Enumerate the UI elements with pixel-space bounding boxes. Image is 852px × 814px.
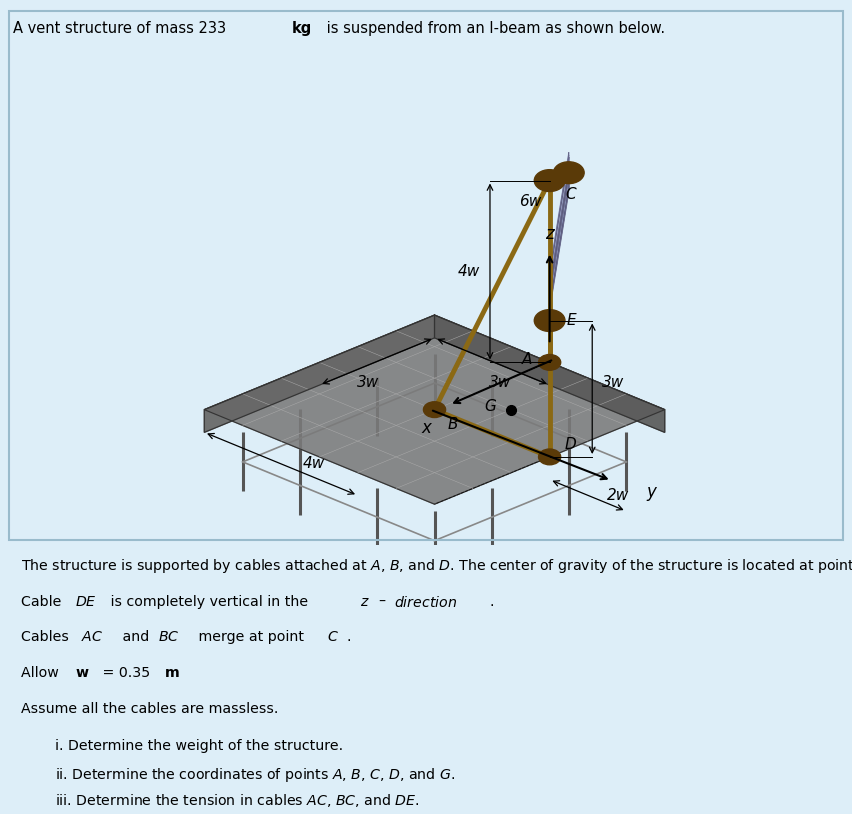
Text: merge at point: merge at point <box>194 631 308 645</box>
Text: Assume all the cables are massless.: Assume all the cables are massless. <box>21 702 279 716</box>
Polygon shape <box>204 315 435 432</box>
Text: Cables: Cables <box>21 631 73 645</box>
Text: .: . <box>489 594 493 609</box>
Text: z: z <box>545 225 554 243</box>
Text: i. Determine the weight of the structure.: i. Determine the weight of the structure… <box>55 739 343 754</box>
Circle shape <box>538 449 561 465</box>
Text: x: x <box>422 419 432 437</box>
Text: Cable: Cable <box>21 594 66 609</box>
Text: B: B <box>447 417 458 432</box>
Text: –: – <box>378 594 385 609</box>
Polygon shape <box>550 174 569 306</box>
Text: $\mathbf{m}$: $\mathbf{m}$ <box>164 666 180 681</box>
Circle shape <box>538 355 561 370</box>
Text: iii. Determine the tension in cables $\mathit{AC}$, $\mathit{BC}$, and $\mathit{: iii. Determine the tension in cables $\m… <box>55 792 420 809</box>
Text: G: G <box>484 399 496 414</box>
Text: and: and <box>118 631 153 645</box>
Text: 3w: 3w <box>357 374 380 390</box>
Text: The structure is supported by cables attached at $A$, $B$, and $D$. The center o: The structure is supported by cables att… <box>21 558 852 575</box>
Text: .: . <box>347 631 351 645</box>
Polygon shape <box>550 152 569 295</box>
Text: A vent structure of mass 233: A vent structure of mass 233 <box>13 21 231 36</box>
Text: $\mathit{DE}$: $\mathit{DE}$ <box>75 594 97 609</box>
Text: D: D <box>565 437 577 452</box>
Text: 3w: 3w <box>489 374 512 390</box>
Text: y: y <box>647 483 657 501</box>
Text: E: E <box>567 313 576 328</box>
Text: 2w: 2w <box>607 488 629 503</box>
Text: C: C <box>565 186 576 202</box>
Text: $\mathit{direction}$: $\mathit{direction}$ <box>394 594 457 610</box>
Text: 3w: 3w <box>602 375 625 390</box>
Circle shape <box>554 162 584 184</box>
Text: = 0.35: = 0.35 <box>98 666 155 681</box>
Text: $\mathbf{w}$: $\mathbf{w}$ <box>75 666 89 681</box>
Text: $z$: $z$ <box>360 594 369 609</box>
Text: $\mathit{AC}$: $\mathit{AC}$ <box>81 631 103 645</box>
Text: Allow: Allow <box>21 666 64 681</box>
Text: A: A <box>522 352 532 367</box>
Text: ii. Determine the coordinates of points $A$, $B$, $C$, $D$, and $G$.: ii. Determine the coordinates of points … <box>55 766 456 784</box>
Bar <box>9 11 843 540</box>
Text: $C$: $C$ <box>327 631 339 645</box>
Circle shape <box>534 169 565 191</box>
Text: is suspended from an I-beam as shown below.: is suspended from an I-beam as shown bel… <box>322 21 665 36</box>
Text: 4w: 4w <box>458 264 480 279</box>
Text: $\mathit{BC}$: $\mathit{BC}$ <box>158 631 179 645</box>
Text: kg: kg <box>292 21 313 36</box>
Polygon shape <box>550 172 569 306</box>
Polygon shape <box>204 315 665 504</box>
Circle shape <box>423 402 446 418</box>
Polygon shape <box>550 158 569 290</box>
Text: 4w: 4w <box>302 457 325 471</box>
Polygon shape <box>435 315 665 432</box>
Circle shape <box>534 309 565 331</box>
Text: is completely vertical in the: is completely vertical in the <box>106 594 313 609</box>
Text: 6w: 6w <box>519 194 541 209</box>
